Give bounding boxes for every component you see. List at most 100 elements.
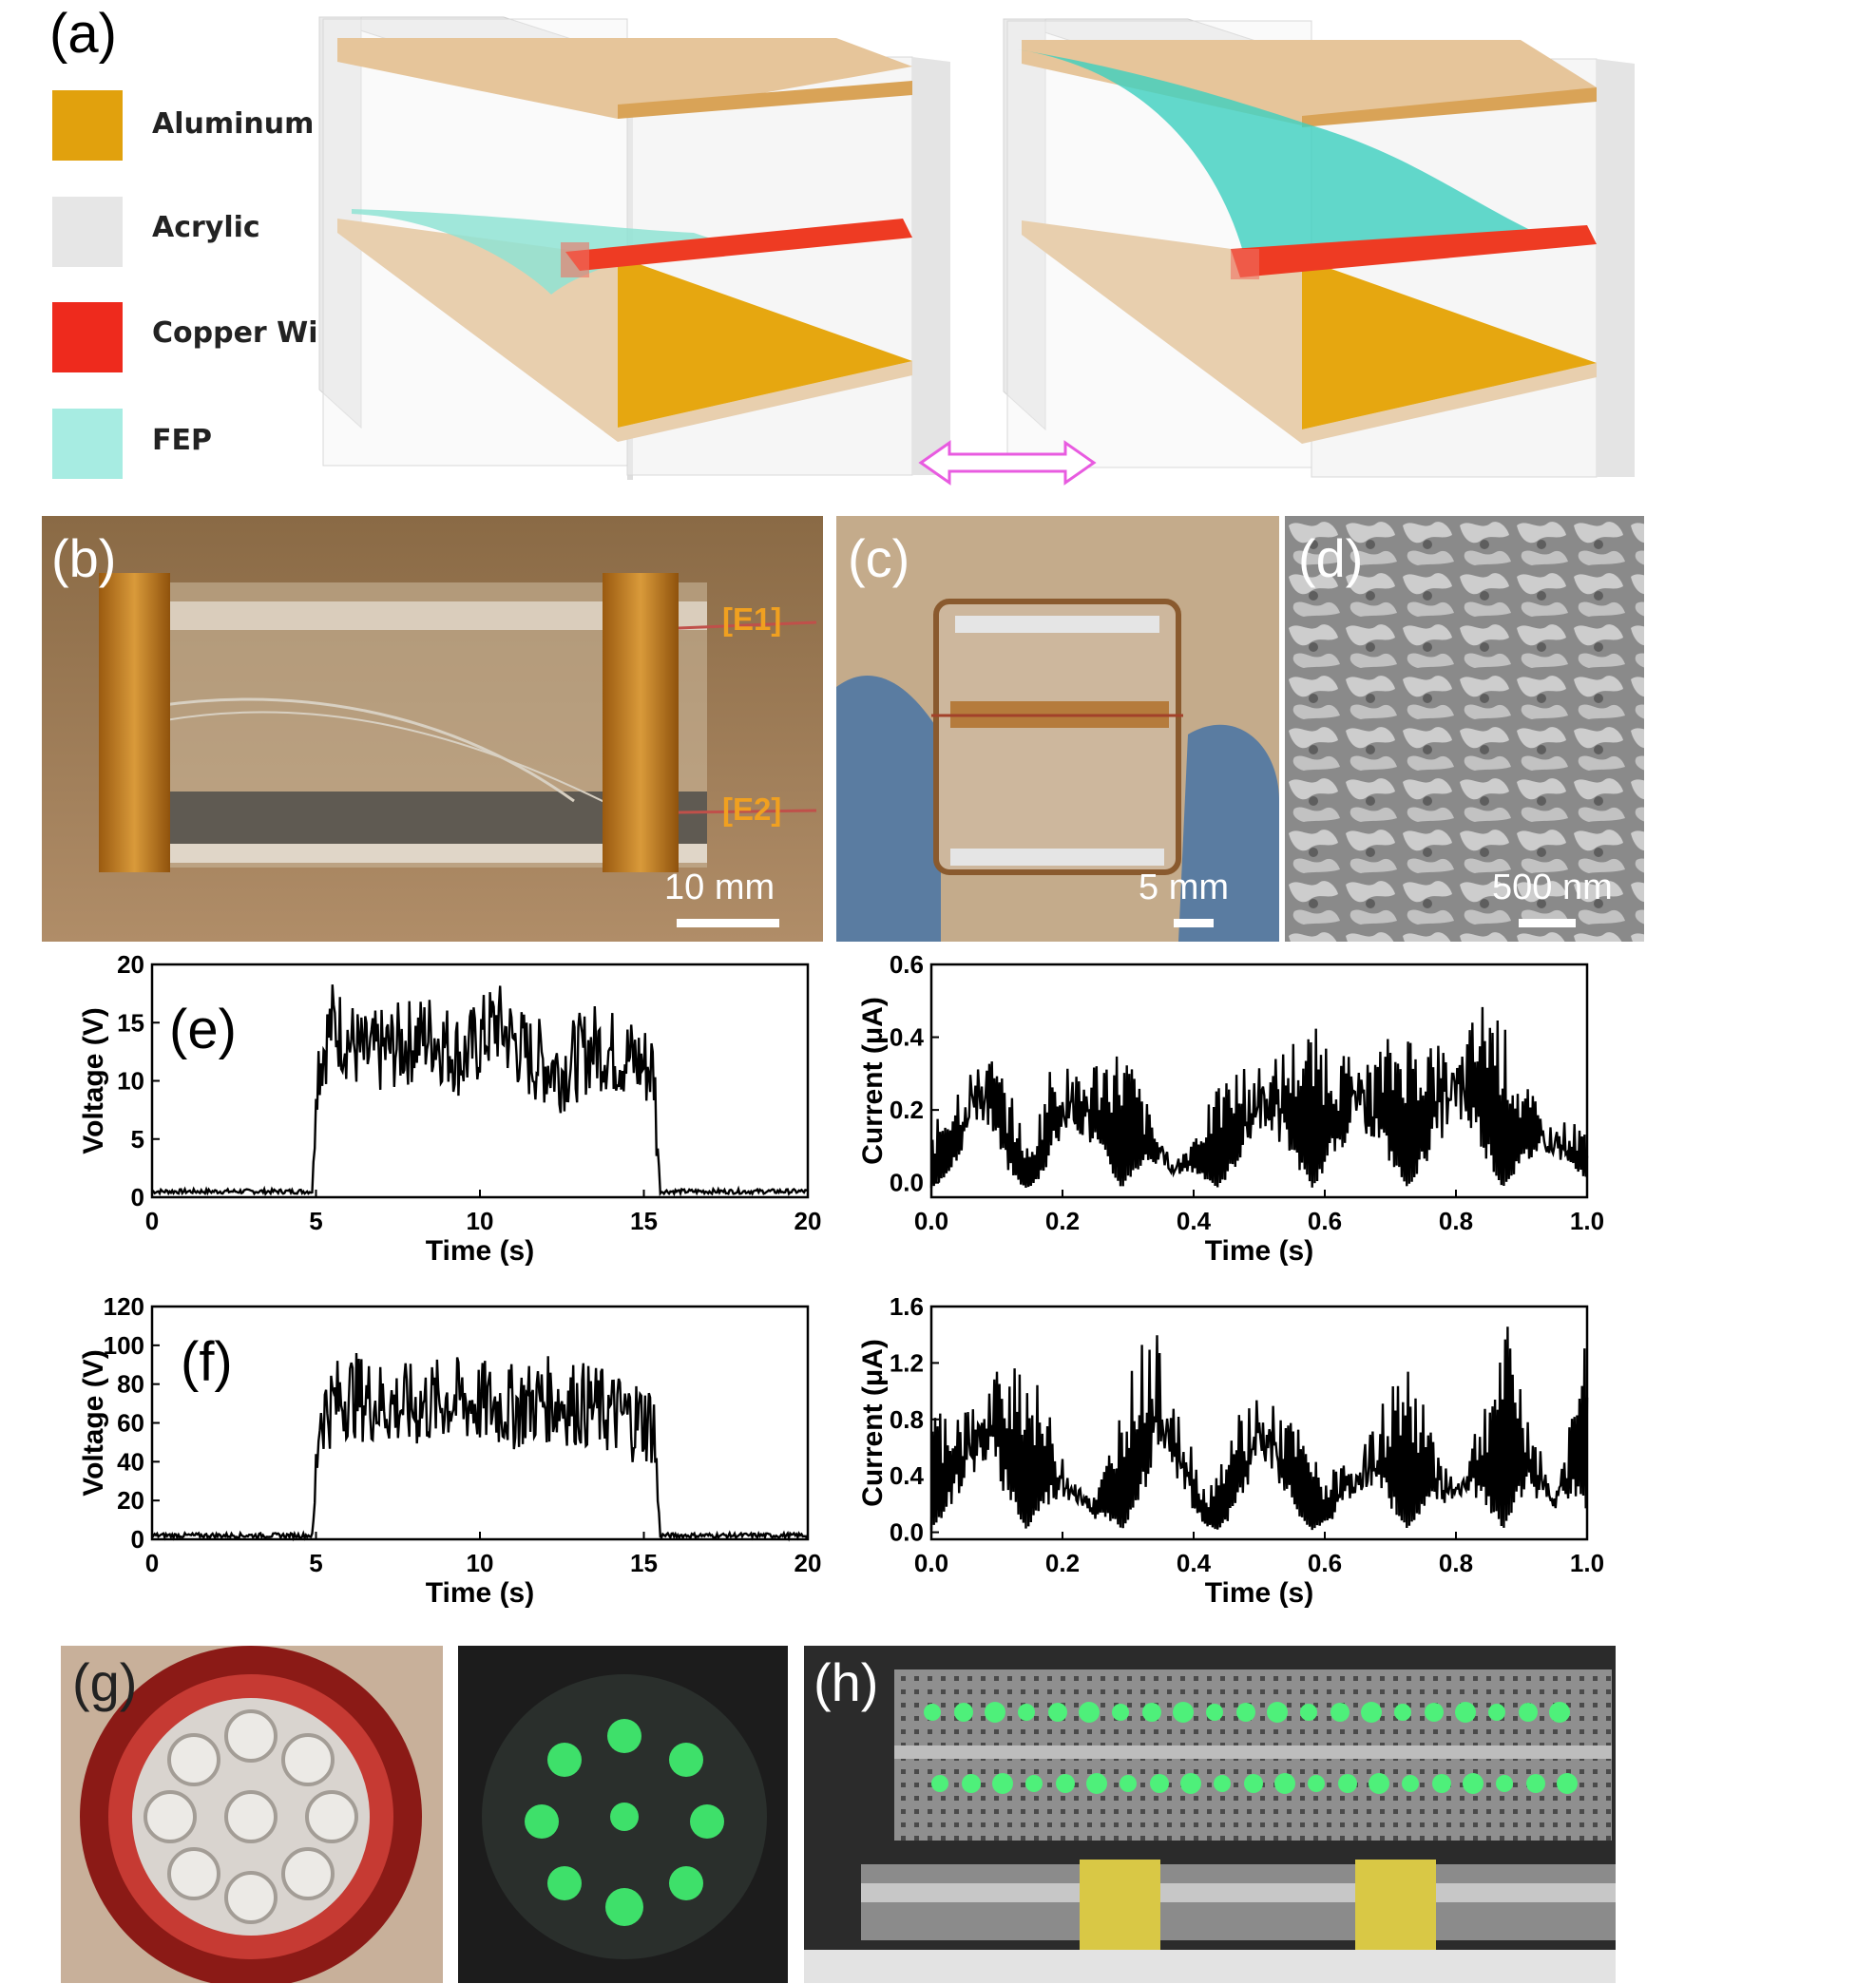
panel-a-label: (a): [49, 3, 117, 65]
y-tick-label: 5: [131, 1125, 144, 1154]
led-light: [954, 1703, 973, 1722]
led-light: [1274, 1773, 1295, 1794]
y-tick-label: 0.0: [890, 1169, 924, 1197]
y-tick-label: 0.4: [890, 1461, 925, 1490]
panel-f-label: (f): [181, 1331, 233, 1393]
y-tick-label: 40: [117, 1447, 144, 1476]
scale-text-c: 5 mm: [1139, 868, 1229, 907]
led-light: [1496, 1775, 1513, 1792]
led-light: [931, 1775, 948, 1792]
y-axis-label: Current (μA): [857, 1339, 889, 1507]
led-light: [1519, 1703, 1538, 1722]
legend-label-acrylic: Acrylic: [152, 211, 260, 244]
plot-frame: [150, 963, 810, 1199]
led-light: [1369, 1773, 1389, 1794]
x-axis-label: Time (s): [1205, 1235, 1313, 1267]
led-light: [1488, 1704, 1505, 1721]
photo-flashlight-lit: [458, 1646, 788, 1983]
y-tick-label: 0.8: [890, 1405, 924, 1434]
led-light: [1308, 1775, 1325, 1792]
led-light: [1056, 1774, 1075, 1793]
panel-h-label: (h): [814, 1652, 879, 1712]
led-light: [1244, 1774, 1263, 1793]
y-axis-label: Voltage (V): [78, 1349, 109, 1496]
y-tick-label: 60: [117, 1409, 144, 1438]
x-tick-label: 1.0: [1570, 1207, 1604, 1235]
x-axis-label: Time (s): [426, 1577, 534, 1609]
legend-label-aluminum: Aluminum: [152, 107, 315, 141]
data-series-line: [929, 1326, 1589, 1531]
legend-swatch-aluminum: [52, 90, 123, 161]
x-tick-label: 0: [145, 1207, 159, 1235]
legend-swatch-fep: [52, 409, 123, 479]
led-light: [1018, 1704, 1035, 1721]
panel-c-label: (c): [848, 528, 910, 588]
x-tick-label: 0.4: [1177, 1207, 1212, 1235]
y-tick-label: 0.4: [890, 1023, 925, 1052]
scale-bar-d: [1519, 919, 1576, 927]
y-tick-label: 0: [131, 1525, 144, 1554]
led-light: [1048, 1703, 1067, 1722]
led-light: [1549, 1702, 1570, 1723]
device-schematic-flexed: [1003, 18, 1635, 478]
x-tick-label: 1.0: [1570, 1549, 1604, 1577]
x-tick-label: 0.2: [1045, 1549, 1080, 1577]
panel-b-label: (b): [51, 528, 117, 588]
y-tick-label: 0.6: [890, 950, 924, 979]
led-light: [1214, 1775, 1231, 1792]
led-light: [1150, 1774, 1169, 1793]
chart-f-current: 0.0 0.2 0.4 0.6 0.8 1.0 0.0 0.4 0.8 1.2 1.6 Time (s…: [857, 1292, 1604, 1609]
led-light: [1330, 1703, 1350, 1722]
y-tick-label: 20: [117, 950, 144, 979]
x-axis-label: Time (s): [1205, 1577, 1313, 1609]
led-light: [1086, 1773, 1107, 1794]
x-tick-label: 0.0: [914, 1549, 948, 1577]
photo-flashlight-off: (g): [61, 1646, 443, 1983]
data-series-line: [151, 1352, 810, 1542]
data-series-line: [929, 1006, 1589, 1189]
scale-text-b: 10 mm: [664, 868, 775, 907]
photo-device-assembled: (b) [E1] [E2] 10 mm: [42, 516, 823, 942]
y-axis-label: Voltage (V): [78, 1007, 109, 1154]
x-tick-label: 0.8: [1439, 1549, 1473, 1577]
panel-g-label: (g): [72, 1652, 138, 1712]
data-series-line: [151, 984, 809, 1197]
led-light: [962, 1774, 981, 1793]
led-light: [1432, 1774, 1451, 1793]
led-light: [1425, 1703, 1444, 1722]
led-light: [1173, 1702, 1194, 1723]
led-light: [1025, 1775, 1043, 1792]
led-light: [1180, 1773, 1201, 1794]
led-light: [1206, 1704, 1223, 1721]
x-tick-label: 10: [467, 1549, 494, 1577]
panel-d-label: (d): [1298, 528, 1364, 588]
led-light: [1394, 1704, 1411, 1721]
legend-swatch-acrylic: [52, 197, 123, 267]
led-light: [1300, 1704, 1317, 1721]
y-axis-label: Current (μA): [857, 997, 889, 1165]
y-tick-label: 1.2: [890, 1348, 924, 1377]
legend-label-fep: FEP: [152, 424, 212, 457]
led-light: [1557, 1773, 1578, 1794]
x-tick-label: 20: [794, 1207, 822, 1235]
scale-bar-b: [677, 919, 779, 927]
y-tick-label: 0: [131, 1183, 144, 1211]
device-schematic-rest: [318, 16, 950, 480]
x-tick-label: 0.8: [1439, 1207, 1473, 1235]
scale-bar-c: [1174, 919, 1214, 927]
y-tick-label: 10: [117, 1067, 144, 1096]
led-light: [1079, 1702, 1100, 1723]
legend-label-copper-wire: Copper Wire: [152, 316, 352, 350]
panel-e-label: (e): [169, 999, 237, 1060]
chart-e-voltage: 0 5 10 15 20 0 5 10 15 20 Time (s) Voltage (V): [78, 950, 822, 1267]
photo-device-in-hand: (c) 5 mm: [836, 516, 1279, 942]
y-tick-label: 0.2: [890, 1096, 924, 1124]
led-light: [1142, 1703, 1161, 1722]
x-tick-label: 5: [309, 1549, 322, 1577]
y-tick-label: 120: [104, 1292, 144, 1321]
electrode-e1-label: [E1]: [722, 601, 782, 637]
led-light: [1463, 1773, 1484, 1794]
y-tick-label: 0.0: [890, 1518, 924, 1547]
y-tick-label: 15: [117, 1008, 144, 1037]
